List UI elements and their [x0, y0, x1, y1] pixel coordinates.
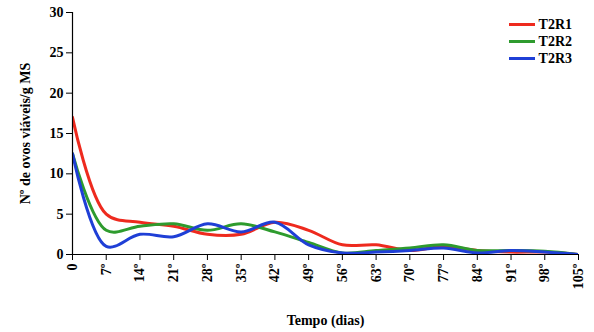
svg-text:30: 30 — [50, 5, 64, 20]
svg-text:5: 5 — [57, 207, 64, 222]
html-text:T2R1: T2R1 — [538, 17, 572, 32]
svg-text:20: 20 — [50, 86, 64, 101]
svg-text:98º: 98º — [537, 263, 552, 282]
svg-text:35º: 35º — [234, 263, 249, 282]
html-text:T2R3: T2R3 — [538, 51, 572, 66]
svg-text:0: 0 — [57, 247, 64, 262]
svg-text:42º: 42º — [267, 263, 282, 282]
svg-text:77º: 77º — [436, 263, 451, 282]
svg-text:28º: 28º — [200, 263, 215, 282]
svg-text:49º: 49º — [301, 263, 316, 282]
svg-text:25: 25 — [50, 45, 64, 60]
svg-text:63º: 63º — [369, 263, 384, 282]
svg-text:56º: 56º — [335, 263, 350, 282]
svg-text:70º: 70º — [402, 263, 417, 282]
svg-text:Nº de ovos viáveis/g MS: Nº de ovos viáveis/g MS — [18, 63, 33, 205]
svg-text:14º: 14º — [132, 263, 147, 282]
svg-text:84º: 84º — [470, 263, 485, 282]
svg-text:15: 15 — [50, 126, 64, 141]
svg-text:0: 0 — [65, 264, 80, 271]
svg-text:Tempo (dias): Tempo (dias) — [287, 313, 365, 329]
html-text:T2R2: T2R2 — [538, 34, 572, 49]
svg-text:10: 10 — [50, 166, 64, 181]
svg-text:91º: 91º — [504, 263, 519, 282]
svg-text:105º: 105º — [571, 263, 586, 289]
svg-text:21º: 21º — [166, 263, 181, 282]
svg-text:7º: 7º — [99, 263, 114, 275]
